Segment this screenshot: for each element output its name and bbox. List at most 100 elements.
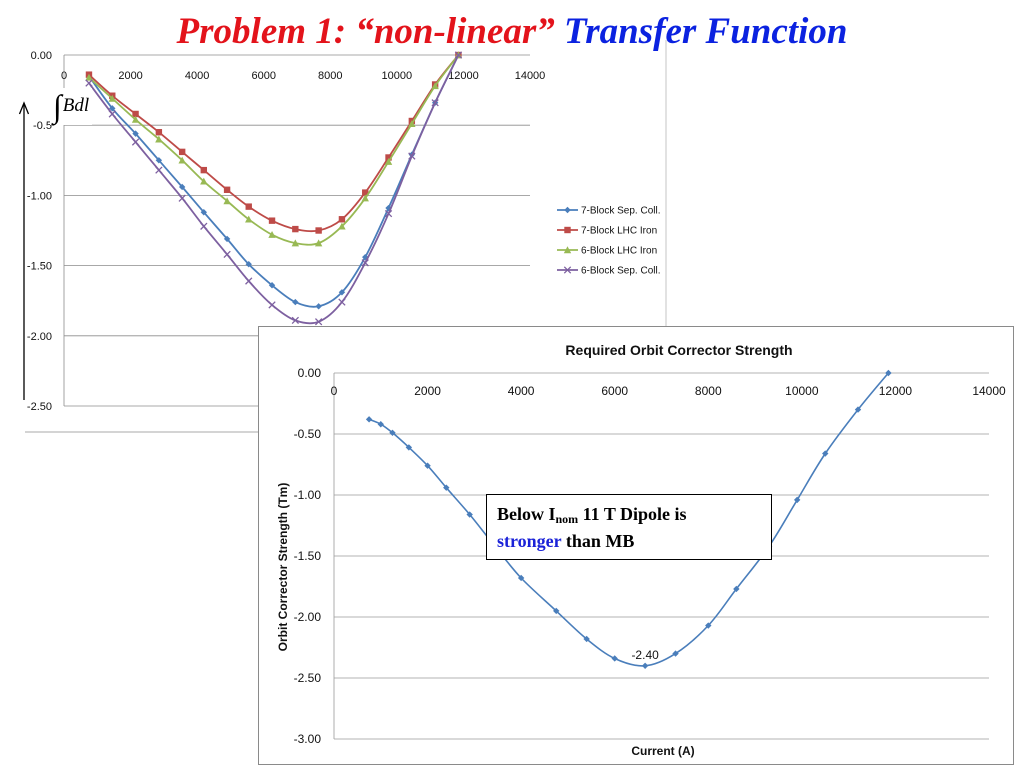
chart2-x-axis-label: Current (A) [631,744,694,758]
chart1-x-tick-label: 6000 [251,70,275,82]
integral-symbol: ∫ [53,88,62,124]
chart1-point [223,186,231,193]
orbit-corrector-chart: Required Orbit Corrector Strength 0.00 -0… [276,342,1006,758]
chart1-point [268,282,276,289]
chart1-y-tick-label: -1.00 [27,190,52,202]
chart1-point [223,197,231,205]
chart2-x-tick-label: 14000 [972,384,1006,398]
chart1-point-stroke-b [178,194,186,202]
slide-title: Problem 1: “non-linear” Transfer Functio… [0,10,1024,53]
chart1-point [315,303,322,310]
chart1-point [155,135,163,143]
chart1-point [384,209,393,218]
bdl-text: Bdl [62,95,90,116]
chart2-y-tick-label: 0.00 [298,366,322,380]
legend-marker-2 [563,246,572,254]
chart1-point [408,152,416,160]
integral-bdl-label: ∫Bdl [50,88,93,125]
chart2-y-tick-label: -2.00 [294,610,322,624]
chart2-point [793,496,801,504]
chart1-point [108,94,116,102]
chart1-point [132,130,139,137]
chart2-tick-labels: 0.00 -0.50 -1.00 -1.50 -2.00 -2.50 -3.00 0 2000 4… [294,366,1006,746]
chart1-point-stroke-b [454,51,463,59]
chart1-point [245,215,253,223]
chart1-point [315,227,322,234]
chart1-point [338,216,346,223]
chart1-point [292,298,299,306]
chart1-point [268,217,276,224]
chart1-y-tick-label: 0.00 [31,50,52,62]
chart1-point [223,235,231,243]
chart1-point [200,222,208,230]
chart1-point-stroke-b [85,79,93,87]
chart1-point [85,79,93,87]
chart2-point [611,655,618,662]
chart1-y-tick-label: -2.50 [27,401,52,413]
callout-rest: than MB [561,531,635,551]
chart1-point [314,239,323,247]
chart1-point [361,194,369,202]
comparison-callout: Below Inom 11 T Dipole is stronger than … [486,494,772,560]
chart1-point [268,301,276,309]
chart1-y-tick-label: -0.5 [33,120,52,132]
callout-highlight: stronger [497,531,562,551]
chart2-y-tick-label: -2.50 [294,671,322,685]
chart1-point [200,177,208,185]
chart1-tick-labels: 0.00 -0.5 -1.00 -1.50 -2.00 -2.50 0 2000 4000 600… [27,50,545,413]
chart1-point-stroke-b [223,250,231,259]
chart1-point [338,222,346,230]
chart1-point-stroke-b [431,99,439,107]
chart1-point-stroke-b [291,316,299,325]
chart2-y-axis-label: Orbit Corrector Strength (Tm) [276,483,290,652]
chart1-x-tick-label: 2000 [118,70,142,82]
chart1-point [178,194,186,202]
chart1-point [384,158,393,165]
chart2-x-tick-label: 4000 [508,384,535,398]
callout-line-2: stronger than MB [497,530,761,552]
chart2-x-tick-label: 6000 [601,384,628,398]
chart1-point-stroke-b [384,209,393,218]
chart1-point [108,110,116,118]
chart1-point [200,209,207,216]
chart1-legend: 7-Block Sep. Coll. 7-Block LHC Iron 6-Bloc… [557,206,660,277]
chart2-series [365,369,892,669]
chart1-point [155,157,163,164]
chart1-point-stroke-b [361,259,369,267]
chart1-series-line-2 [88,54,460,246]
chart1-point-stroke-b [200,222,208,230]
legend-label-3: 6-Block Sep. Coll. [581,266,660,277]
chart1-series-line-3 [88,54,460,325]
legend-marker-3-stroke-b [563,266,572,274]
chart1-series [85,51,463,326]
chart2-point [443,484,450,491]
chart1-point [408,120,416,127]
chart2-y-tick-label: -0.50 [294,427,322,441]
legend-marker-3 [563,266,572,274]
chart1-point-stroke-b [108,110,116,118]
transfer-function-chart: 0.00 -0.5 -1.00 -1.50 -2.00 -2.50 0 2000 4000 600… [18,40,667,433]
chart1-x-tick-label: 8000 [318,70,342,82]
chart1-point-stroke-b [131,138,140,146]
chart2-y-tick-label: -1.00 [294,488,322,502]
chart1-point [431,82,439,90]
chart1-point [314,318,323,326]
chart1-point-stroke-b [338,298,346,306]
chart1-point [109,105,116,112]
chart1-point [85,73,93,81]
chart2-point [641,662,649,669]
chart1-x-tick-label: 14000 [515,70,546,82]
title-part-blue: Transfer Function [564,11,848,52]
chart2-x-tick-label: 12000 [879,384,913,398]
chart1-y-tick-label: -2.00 [27,331,52,343]
callout-suffix: 11 T Dipole is [578,504,687,524]
chart2-y-tick-label: -1.50 [294,549,322,563]
chart2-x-tick-label: 2000 [414,384,441,398]
chart1-point [454,51,463,59]
callout-line-1: Below Inom 11 T Dipole is [497,503,761,530]
legend-marker-1 [564,226,571,234]
legend-label-2: 6-Block LHC Iron [581,246,657,257]
chart2-gridlines [334,372,989,740]
chart1-point [338,298,346,306]
chart1-x-tick-label: 0 [61,70,67,82]
